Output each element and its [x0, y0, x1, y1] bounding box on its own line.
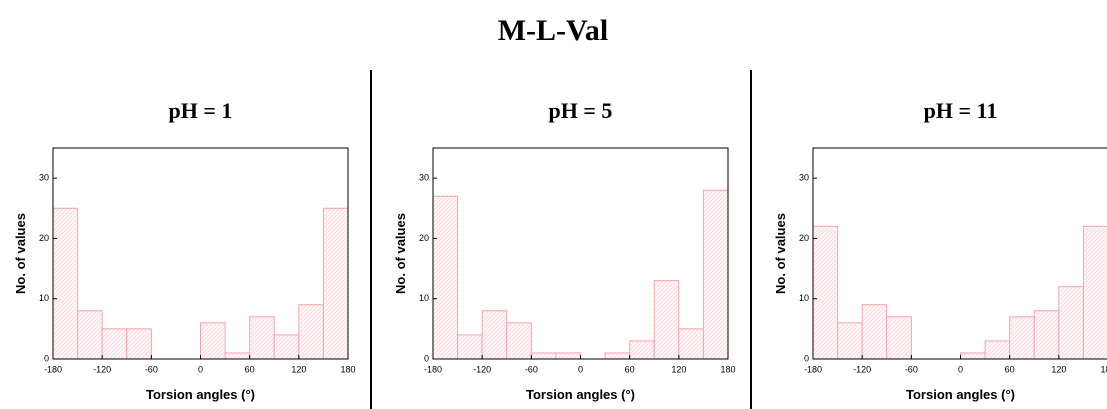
histogram-bar [654, 281, 679, 359]
x-tick-label: 60 [245, 364, 255, 374]
x-axis-label: Torsion angles (°) [526, 387, 635, 402]
histogram-bar [556, 353, 581, 359]
histogram-bar [201, 323, 226, 359]
histogram-bar [299, 305, 324, 359]
x-tick-label: 180 [720, 364, 735, 374]
x-tick-label: -60 [525, 364, 538, 374]
y-axis-label: No. of values [13, 213, 28, 294]
x-tick-label: 180 [340, 364, 355, 374]
histogram-bar [703, 190, 728, 359]
histogram-bar [862, 305, 887, 359]
y-axis-label: No. of values [393, 213, 408, 294]
panel-title: pH = 5 [549, 98, 613, 123]
y-tick-label: 10 [799, 293, 809, 303]
histogram-bar [323, 208, 348, 359]
x-axis-label: Torsion angles (°) [906, 387, 1015, 402]
histogram-bar [433, 196, 458, 359]
histogram-bar [985, 341, 1010, 359]
x-tick-label: 0 [578, 364, 583, 374]
x-tick-label: 60 [1005, 364, 1015, 374]
histogram-bar [78, 311, 103, 359]
x-tick-label: 60 [625, 364, 635, 374]
histogram-bar [679, 329, 704, 359]
histogram-bar [961, 353, 986, 359]
y-tick-label: 0 [44, 353, 49, 363]
figure-title: M-L-Val [498, 14, 609, 47]
y-tick-label: 20 [799, 233, 809, 243]
histogram-bar [127, 329, 152, 359]
x-tick-label: 180 [1100, 364, 1107, 374]
histogram-bar [458, 335, 483, 359]
plot-frame [433, 148, 728, 359]
x-tick-label: -120 [93, 364, 111, 374]
y-axis-label: No. of values [773, 213, 788, 294]
panel-title: pH = 1 [169, 98, 233, 123]
histogram-bar [630, 341, 655, 359]
histogram-bar [813, 226, 838, 359]
x-tick-label: -180 [424, 364, 442, 374]
panel-title: pH = 11 [924, 98, 998, 123]
y-tick-label: 10 [419, 293, 429, 303]
x-tick-label: -120 [473, 364, 491, 374]
histogram-bar [887, 317, 912, 359]
x-tick-label: -60 [905, 364, 918, 374]
histogram-bar [250, 317, 275, 359]
x-tick-label: 120 [291, 364, 306, 374]
histogram-bar [531, 353, 556, 359]
y-tick-label: 30 [39, 173, 49, 183]
x-tick-label: -180 [44, 364, 62, 374]
histogram-bar [482, 311, 507, 359]
x-tick-label: -180 [804, 364, 822, 374]
y-tick-label: 10 [39, 293, 49, 303]
y-tick-label: 30 [419, 173, 429, 183]
histogram-bar [1034, 311, 1059, 359]
histogram-bar [507, 323, 532, 359]
figure: M-L-Val pH = 1 0 10 20 30 -180 -120 -60 0 60 120 18… [0, 0, 1107, 409]
x-tick-label: 120 [1051, 364, 1066, 374]
x-tick-label: 120 [671, 364, 686, 374]
histogram-bar [225, 353, 250, 359]
histogram-bar [1083, 226, 1107, 359]
histogram-bar [102, 329, 127, 359]
histogram-bar [1010, 317, 1035, 359]
x-tick-label: 0 [958, 364, 963, 374]
y-tick-label: 0 [424, 353, 429, 363]
y-tick-label: 20 [39, 233, 49, 243]
histogram-bar [838, 323, 863, 359]
y-tick-label: 30 [799, 173, 809, 183]
x-tick-label: -120 [853, 364, 871, 374]
x-tick-label: 0 [198, 364, 203, 374]
histogram-bar [1059, 287, 1084, 359]
histogram-bar [274, 335, 299, 359]
histogram-bar [605, 353, 630, 359]
y-tick-label: 0 [804, 353, 809, 363]
histogram-bar [53, 208, 78, 359]
y-tick-label: 20 [419, 233, 429, 243]
x-axis-label: Torsion angles (°) [146, 387, 255, 402]
x-tick-label: -60 [145, 364, 158, 374]
